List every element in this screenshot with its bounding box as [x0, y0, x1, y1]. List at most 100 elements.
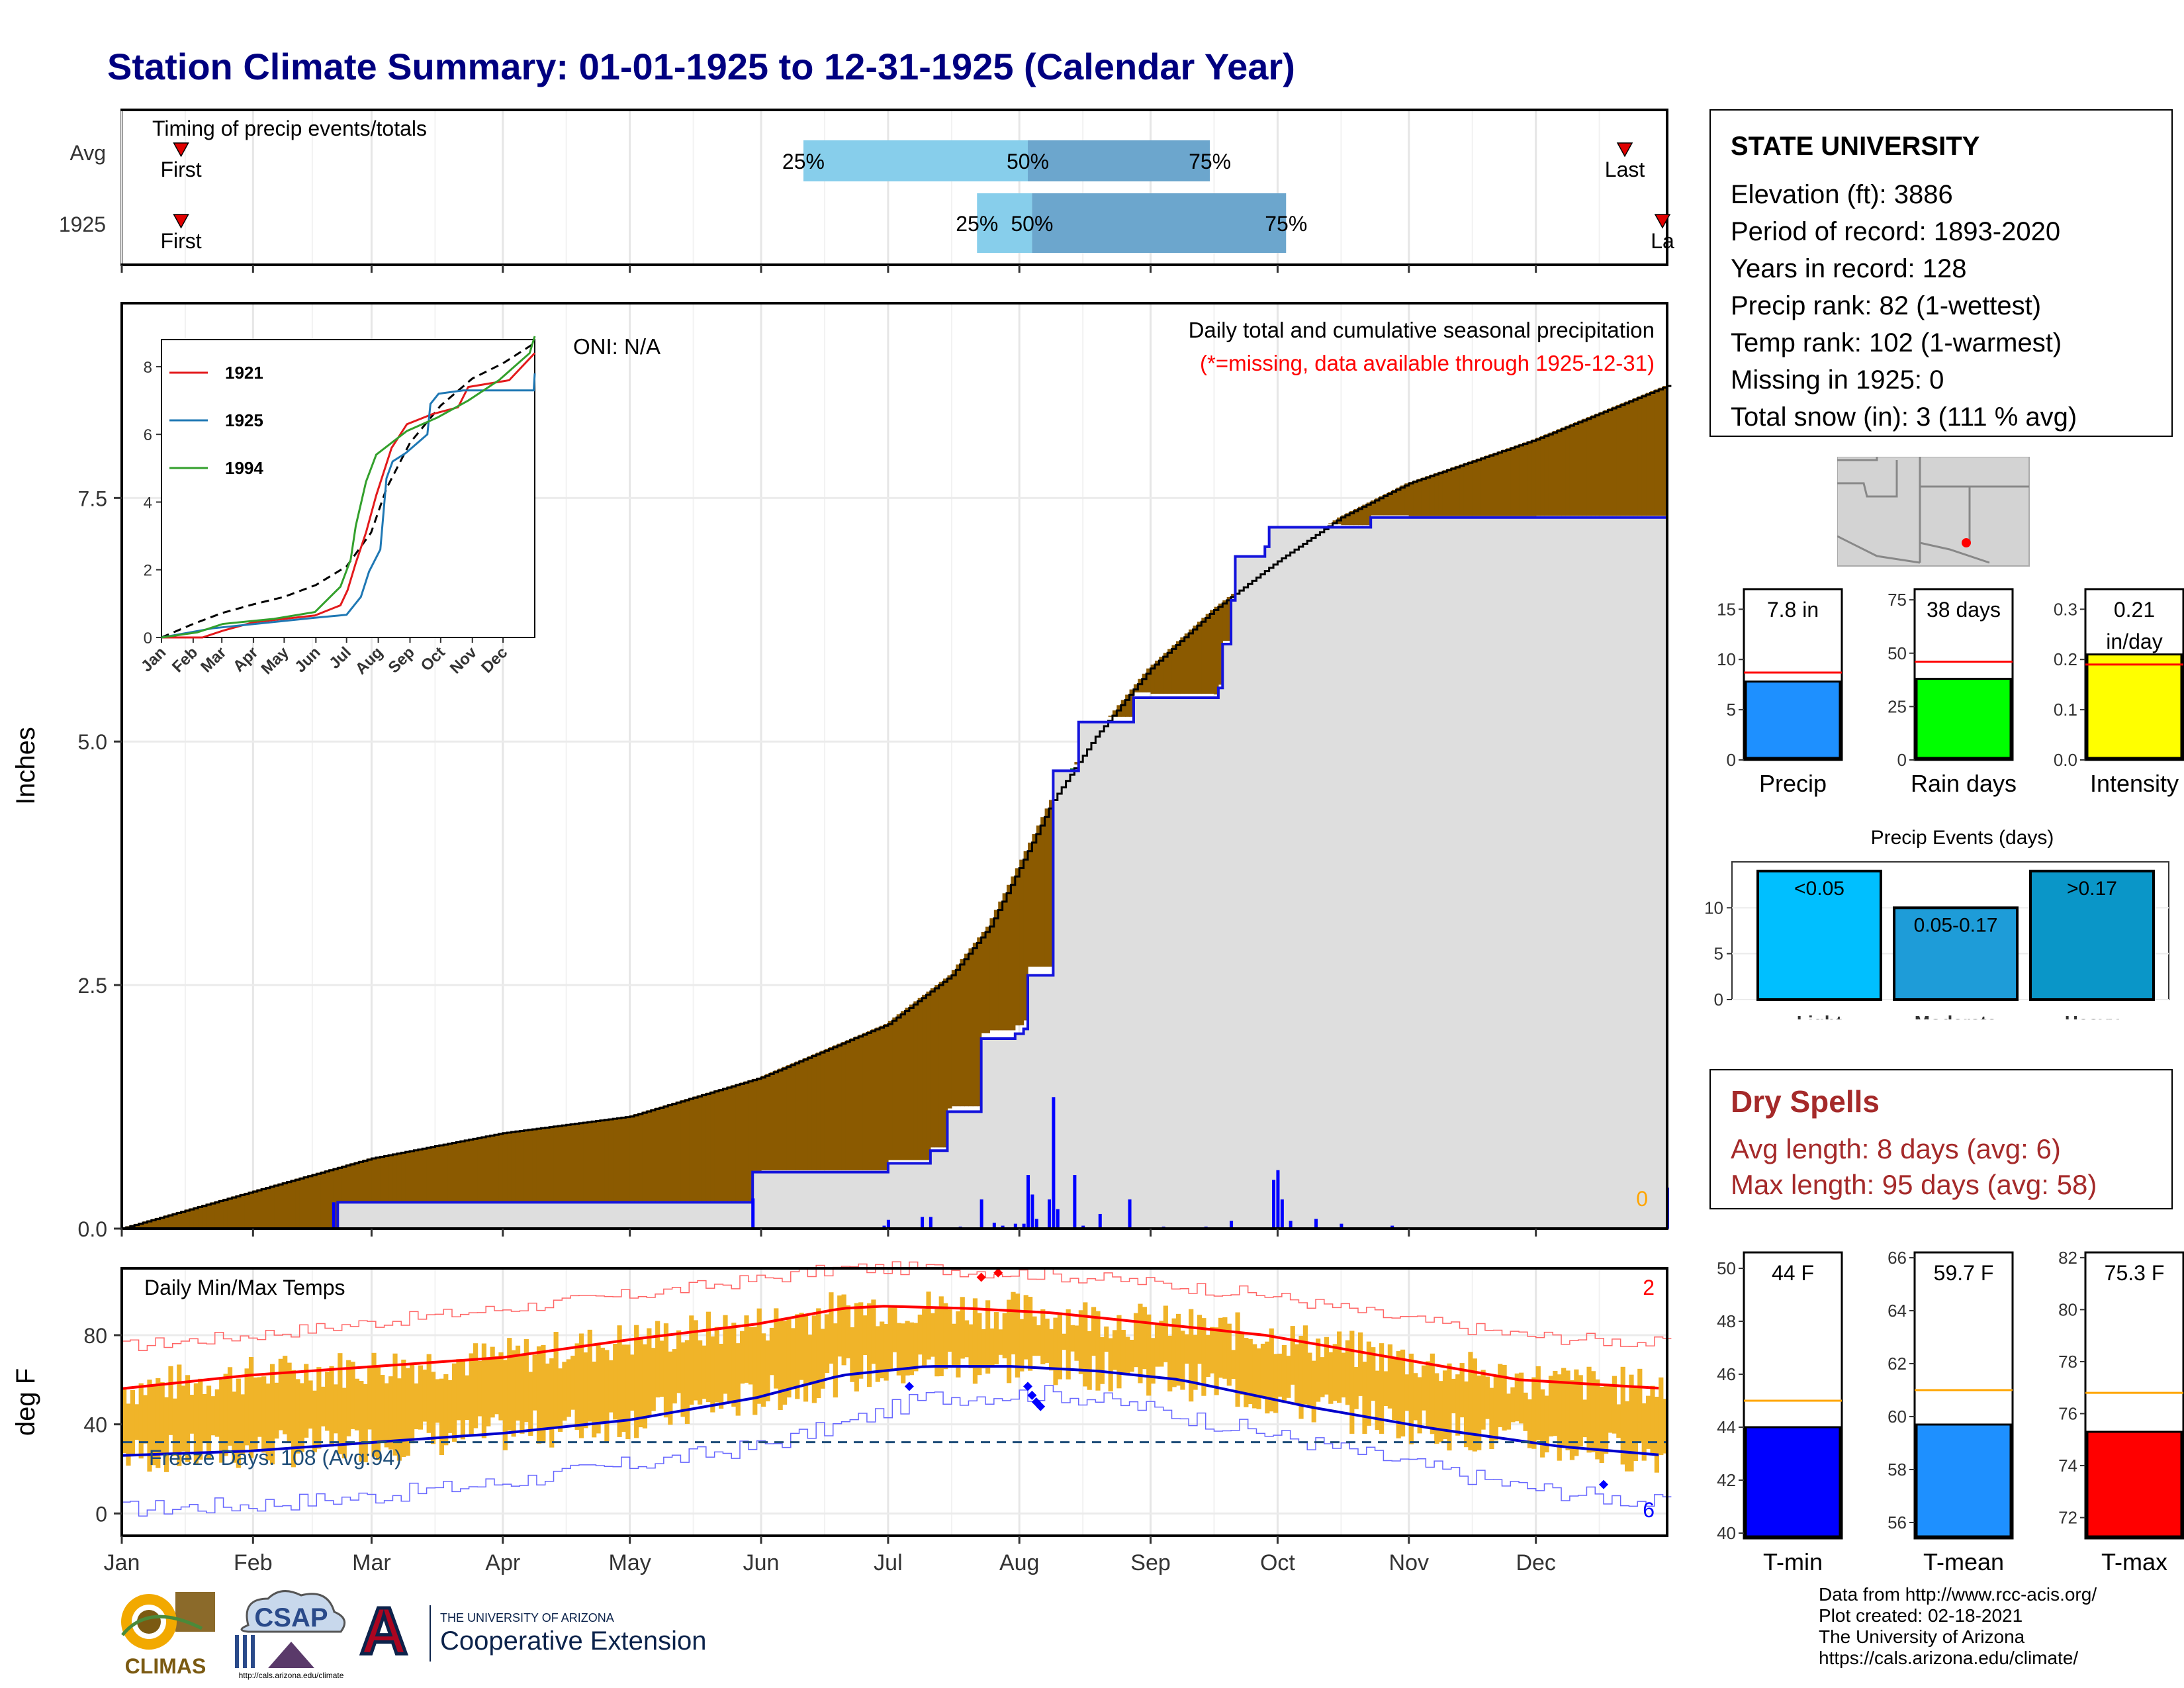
precip-anomaly-fill — [193, 1207, 199, 1228]
precip-anomaly-fill — [549, 1126, 555, 1202]
daily-temp-bar — [388, 1376, 394, 1450]
daily-temp-bar — [845, 1305, 851, 1358]
daily-temp-bar — [481, 1343, 486, 1438]
precip-anomaly-fill — [1434, 473, 1439, 516]
daily-temp-bar — [1011, 1291, 1016, 1355]
daily-temp-bar — [511, 1350, 516, 1437]
precip-anomaly-fill — [719, 1088, 724, 1201]
precip-anomaly-fill — [947, 975, 952, 1109]
daily-temp-bar — [1590, 1371, 1596, 1452]
timing-last-label-avg: Last — [1605, 158, 1645, 181]
daily-temp-bar — [414, 1383, 419, 1430]
daily-temp-bar — [405, 1368, 410, 1456]
daily-temp-bar — [1366, 1341, 1371, 1426]
month-label: Sep — [1130, 1550, 1171, 1575]
daily-temp-bar — [892, 1305, 897, 1352]
ua-name: THE UNIVERSITY OF ARIZONA — [440, 1611, 614, 1624]
precip-anomaly-fill — [765, 1074, 770, 1170]
event-name-label: Heavy — [2065, 1012, 2120, 1019]
csap-logo-text: CSAP — [254, 1603, 328, 1632]
precip-anomaly-fill — [1459, 464, 1465, 516]
timing-p50-label-avg: 50% — [1007, 150, 1049, 173]
precip-anomaly-fill — [972, 943, 978, 1107]
precip-anomaly-fill — [312, 1174, 317, 1228]
station-years: Years in record: 128 — [1731, 254, 1967, 283]
precip-anomaly-fill — [1120, 700, 1126, 717]
daily-temp-bar — [1519, 1372, 1524, 1424]
daily-temp-bar — [1345, 1340, 1351, 1405]
missing-count: 0 — [1636, 1187, 1648, 1211]
precip-anomaly-fill — [1590, 415, 1596, 516]
daily-temp-bar — [1392, 1358, 1397, 1421]
precip-anomaly-fill — [816, 1053, 821, 1170]
precip-anomaly-fill — [1150, 664, 1156, 694]
precip-anomaly-fill — [490, 1135, 495, 1202]
timing-first-label-year: First — [160, 229, 201, 253]
precip-anomaly-fill — [410, 1150, 415, 1202]
daily-temp-bar — [1371, 1347, 1376, 1401]
daily-temp-bar — [583, 1352, 588, 1429]
daily-temp-bar — [947, 1309, 952, 1352]
daily-temp-bar — [1269, 1328, 1274, 1412]
daily-temp-bar — [1298, 1335, 1304, 1419]
daily-temp-bar — [1502, 1364, 1507, 1431]
daily-temp-bar — [287, 1362, 292, 1443]
daily-temp-bar — [1066, 1309, 1071, 1380]
precip-anomaly-fill — [333, 1168, 338, 1228]
daily-precip-bar — [1052, 1097, 1056, 1229]
daily-temp-bar — [202, 1393, 207, 1442]
daily-temp-bar — [341, 1387, 347, 1459]
daily-temp-bar — [1438, 1381, 1443, 1442]
daily-temp-bar — [1595, 1379, 1600, 1460]
daily-temp-bar — [926, 1291, 931, 1360]
daily-precip-bar — [1013, 1223, 1017, 1229]
temps-title: Daily Min/Max Temps — [144, 1276, 345, 1299]
summary-ytick-label: 66 — [1888, 1248, 1907, 1268]
precip-anomaly-fill — [532, 1129, 537, 1202]
summary-ytick-label: 10 — [1717, 649, 1736, 669]
daily-temp-bar — [1578, 1375, 1583, 1447]
daily-temp-bar — [1447, 1363, 1452, 1451]
daily-temp-bar — [1154, 1323, 1160, 1367]
timing-bar-second-half-avg — [1028, 140, 1210, 181]
daily-temp-bar — [1349, 1331, 1355, 1434]
precip-anomaly-fill — [651, 1109, 656, 1201]
precip-anomaly-fill — [240, 1194, 246, 1228]
daily-temp-bar — [320, 1386, 326, 1427]
precip-anomaly-fill — [723, 1088, 728, 1201]
daily-temp-bar — [1599, 1386, 1604, 1464]
daily-temp-bar — [778, 1318, 783, 1410]
daily-temp-bar — [1036, 1325, 1042, 1356]
precip-anomaly-fill — [905, 1008, 910, 1160]
summary-bar-tmax — [2086, 1430, 2183, 1538]
precip-anomaly-fill — [1641, 395, 1647, 516]
summary-name-label: T-max — [2101, 1548, 2167, 1575]
precip-anomaly-fill — [329, 1169, 334, 1228]
daily-temp-bar — [312, 1390, 318, 1452]
precip-anomaly-fill — [1608, 408, 1613, 516]
precip-anomaly-fill — [1413, 480, 1418, 516]
daily-temp-bar — [719, 1344, 724, 1409]
daily-temp-bar — [520, 1354, 525, 1434]
precip-anomaly-fill — [219, 1199, 224, 1228]
daily-temp-bar — [1281, 1344, 1287, 1401]
precip-anomaly-fill — [392, 1153, 398, 1202]
precip-anomaly-fill — [1519, 444, 1524, 516]
dry-spells-box: Dry Spells Avg length: 8 days (avg: 6) M… — [1709, 1069, 2173, 1209]
precip-anomaly-fill — [1146, 668, 1152, 693]
timing-bar-second-half-year — [1032, 193, 1287, 253]
inset-line-avg — [161, 342, 535, 639]
daily-temp-bar — [198, 1378, 203, 1460]
daily-temp-bar — [214, 1389, 220, 1437]
inset-ytick-label: 8 — [144, 359, 152, 377]
daily-temp-bar — [985, 1300, 991, 1374]
precip-anomaly-fill — [1108, 716, 1113, 717]
daily-temp-bar — [570, 1356, 576, 1410]
summary-ytick-label: 0.3 — [2054, 599, 2077, 619]
daily-temp-bar — [1421, 1365, 1427, 1411]
daily-temp-bar — [1002, 1313, 1007, 1358]
precip-anomaly-fill — [680, 1100, 686, 1201]
precip-anomaly-fill — [320, 1171, 326, 1228]
daily-temp-bar — [1049, 1329, 1054, 1371]
precip-anomaly-fill — [829, 1047, 834, 1170]
